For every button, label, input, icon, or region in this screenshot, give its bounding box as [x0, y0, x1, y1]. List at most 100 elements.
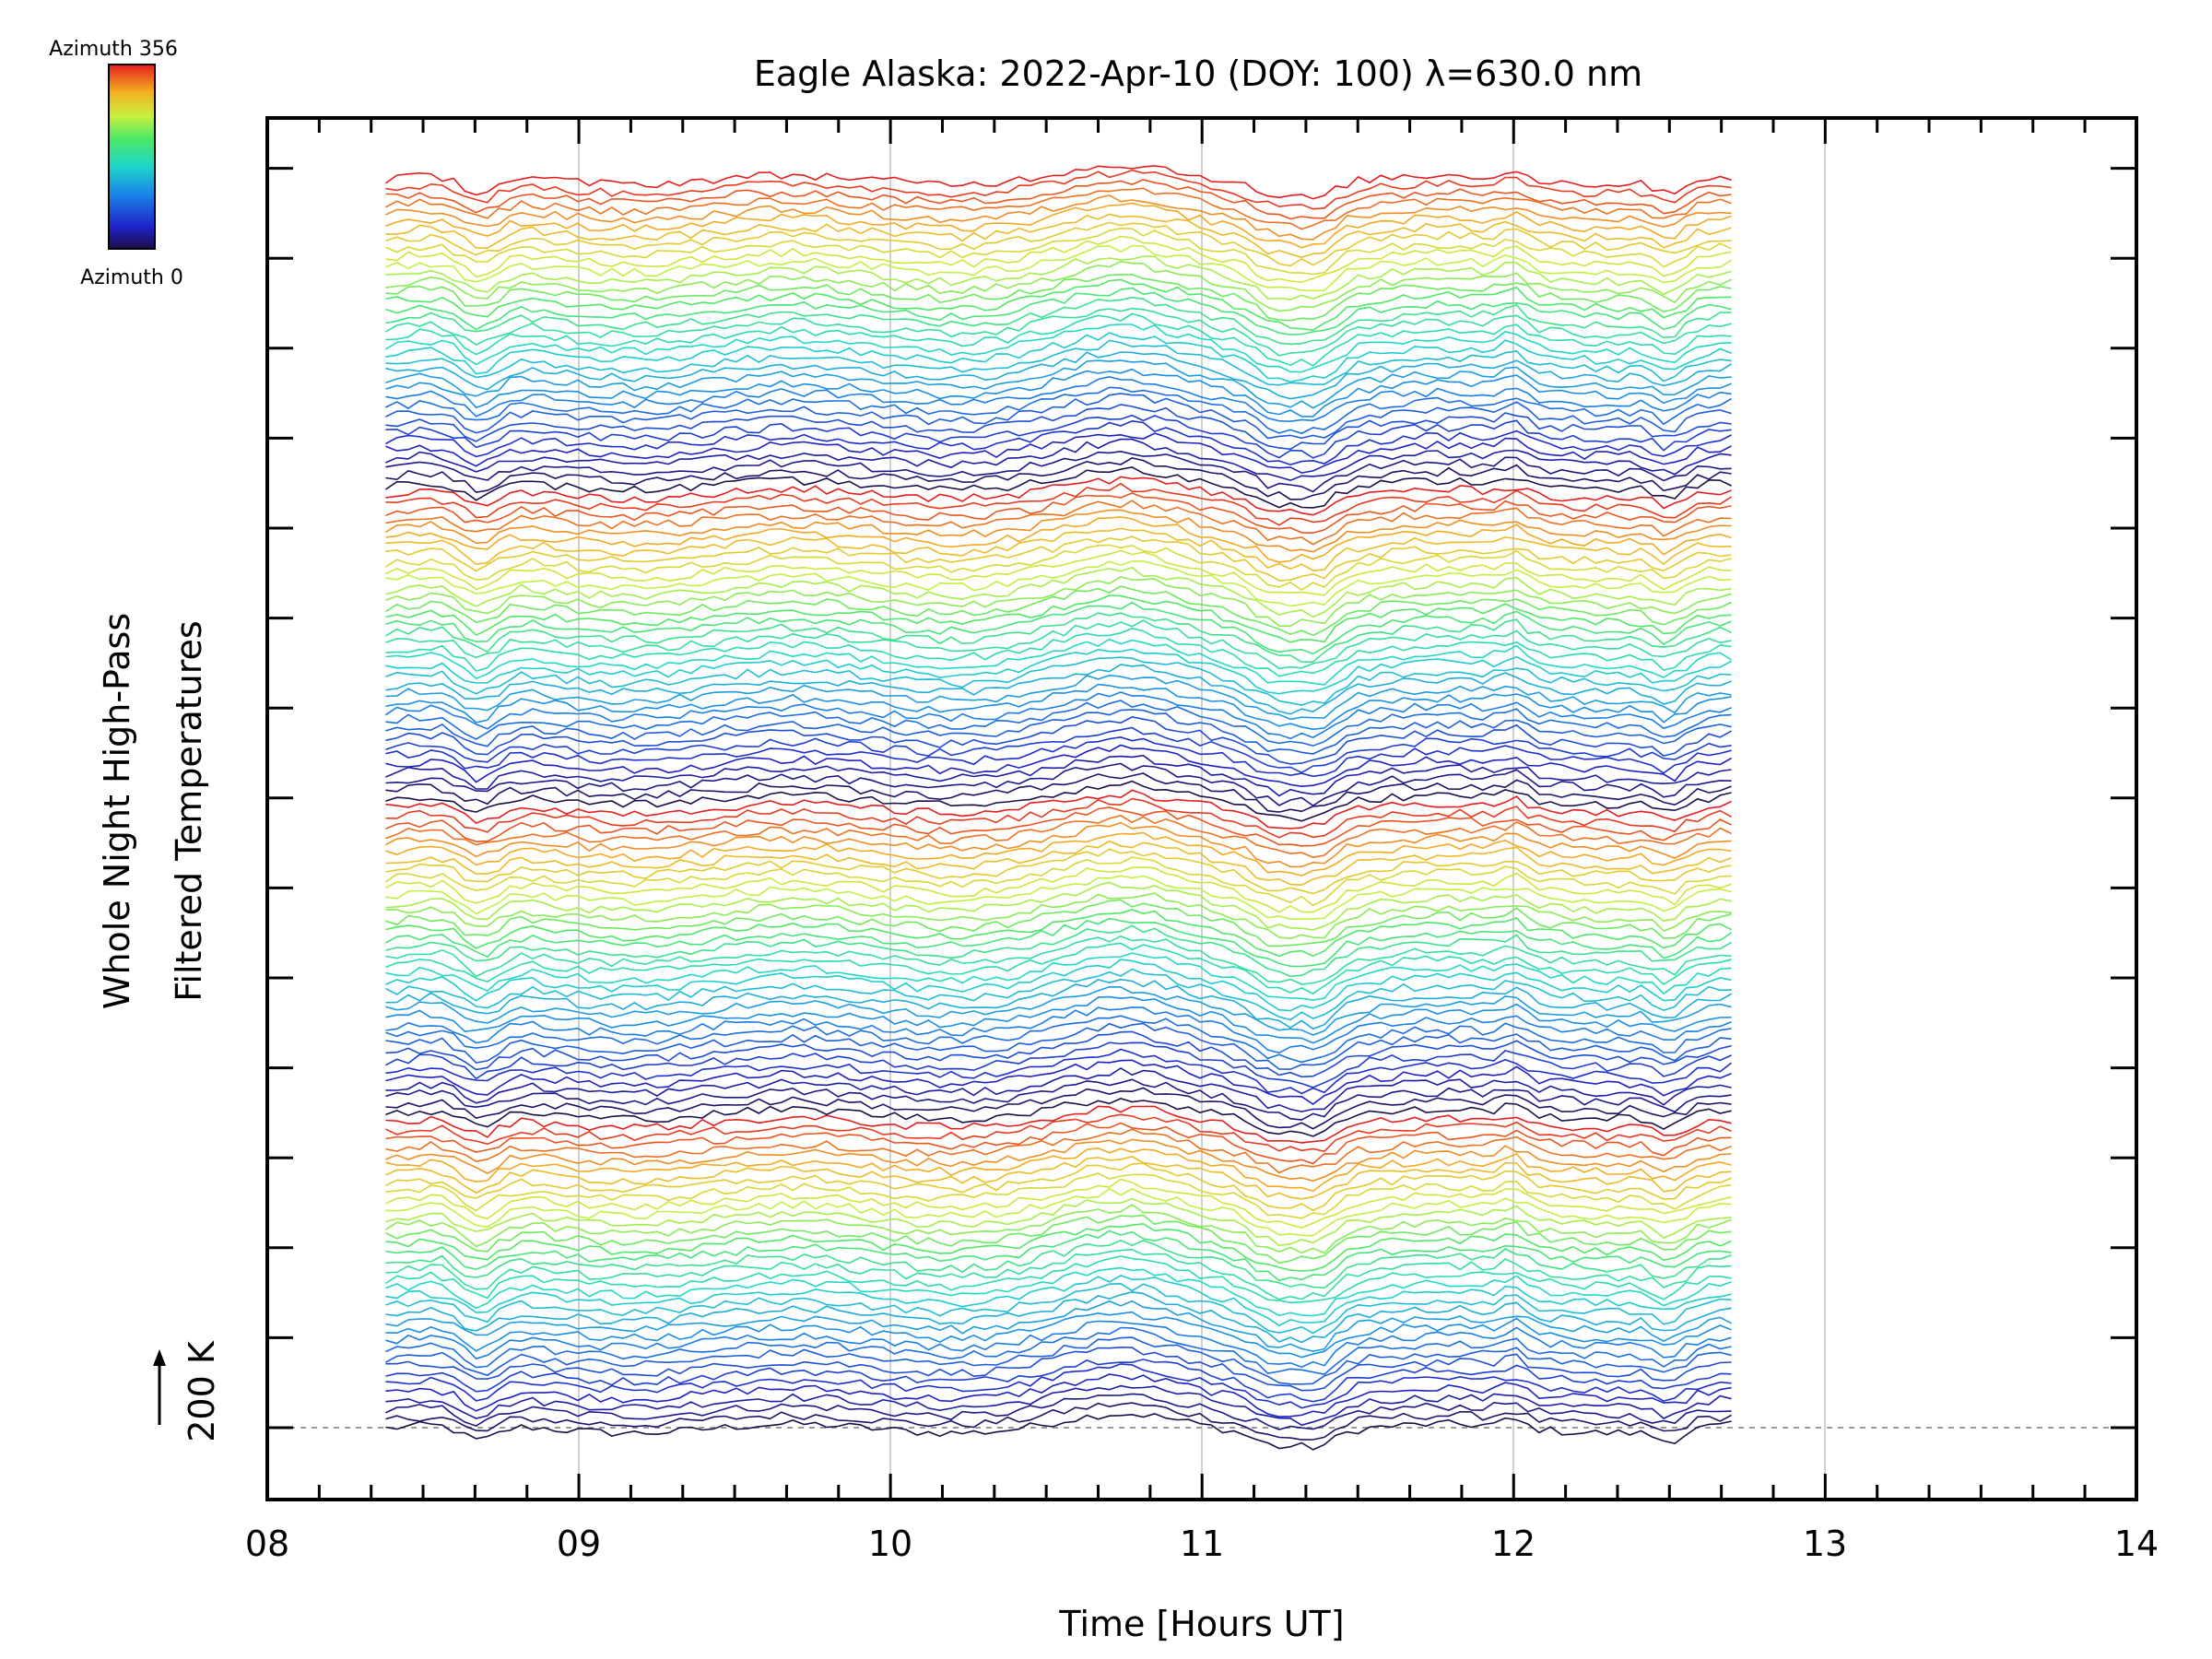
series-line	[385, 549, 1732, 596]
series-line	[385, 339, 1732, 386]
series-line	[385, 202, 1732, 249]
series-line	[385, 899, 1732, 947]
series-line	[385, 1346, 1732, 1392]
series-line	[385, 619, 1732, 670]
series-line	[385, 482, 1733, 526]
series-line	[385, 375, 1732, 423]
series-line	[385, 450, 1732, 493]
colorbar-bar	[108, 64, 156, 250]
colorbar-top-label: Azimuth 356	[49, 38, 178, 61]
scale-marker: 200 K	[153, 1340, 222, 1442]
series-line	[385, 287, 1732, 335]
series-line	[385, 815, 1732, 859]
series-line	[385, 627, 1732, 677]
series-line	[385, 296, 1732, 346]
series-line	[385, 1359, 1732, 1403]
series-line	[385, 1197, 1732, 1247]
series-line	[385, 664, 1732, 715]
series-line	[385, 516, 1732, 563]
series-line	[385, 1412, 1732, 1451]
series-line	[385, 255, 1732, 300]
series-line	[385, 169, 1732, 210]
series-line	[385, 235, 1732, 283]
series-line	[385, 1178, 1732, 1229]
series-line	[385, 1320, 1732, 1369]
series-line	[384, 691, 1732, 740]
series-line	[385, 797, 1732, 839]
series-line	[385, 840, 1732, 887]
series-line	[385, 683, 1732, 731]
series-line	[385, 312, 1732, 367]
x-tick-label: 13	[1803, 1524, 1847, 1564]
series-line	[384, 465, 1732, 509]
series-line	[385, 1222, 1732, 1272]
series-line	[385, 1048, 1733, 1095]
series-line	[385, 1059, 1732, 1105]
series-line	[385, 762, 1732, 807]
series-line	[385, 1275, 1732, 1327]
series-line	[384, 544, 1732, 592]
series-line	[385, 1282, 1732, 1335]
series-line	[385, 789, 1732, 830]
series-line	[385, 638, 1733, 686]
x-tick-label: 14	[2114, 1524, 2159, 1564]
series-line	[385, 978, 1733, 1030]
series-line	[385, 1147, 1732, 1193]
series-line	[385, 995, 1732, 1044]
series-line	[385, 527, 1732, 571]
series-line	[385, 1078, 1732, 1121]
series-group	[384, 165, 1733, 1451]
series-line	[385, 909, 1732, 958]
series-line	[385, 1122, 1732, 1165]
series-line	[385, 1015, 1732, 1064]
series-line	[385, 848, 1732, 895]
series-line	[385, 985, 1732, 1036]
series-line	[385, 476, 1732, 516]
series-line	[385, 1105, 1732, 1144]
series-line	[385, 1187, 1732, 1237]
series-line	[385, 1162, 1732, 1212]
series-line	[385, 735, 1732, 778]
series-line	[385, 875, 1732, 921]
series-line	[385, 744, 1732, 788]
series-line	[385, 432, 1732, 474]
series-line	[385, 772, 1732, 813]
series-line	[385, 1006, 1732, 1054]
series-line	[385, 726, 1732, 774]
series-line	[385, 754, 1732, 797]
series-line	[385, 1022, 1732, 1070]
x-tick-label: 11	[1180, 1524, 1224, 1564]
series-line	[385, 924, 1732, 978]
series-line	[384, 585, 1732, 637]
series-line	[385, 716, 1732, 765]
series-line	[385, 700, 1732, 747]
series-line	[384, 509, 1732, 553]
series-line	[385, 709, 1732, 755]
x-tick-label: 08	[245, 1524, 289, 1564]
series-line	[384, 1204, 1732, 1254]
series-line	[385, 892, 1732, 940]
series-line	[385, 1030, 1732, 1078]
series-line	[385, 1172, 1732, 1219]
series-line	[385, 1393, 1732, 1430]
series-line	[385, 414, 1732, 459]
series-line	[385, 1239, 1732, 1289]
series-line	[385, 674, 1732, 721]
series-line	[385, 351, 1733, 400]
series-line	[385, 179, 1732, 220]
series-line	[384, 324, 1732, 373]
series-line	[385, 492, 1732, 535]
series-line	[385, 959, 1732, 1012]
scale-marker-label: 200 K	[182, 1340, 222, 1442]
series-line	[385, 1138, 1732, 1182]
series-line	[385, 438, 1732, 482]
series-line	[385, 821, 1732, 868]
series-line	[385, 187, 1732, 230]
series-line	[385, 831, 1732, 877]
series-line	[385, 866, 1732, 913]
series-line	[385, 1336, 1732, 1385]
series-line	[385, 260, 1732, 312]
series-line	[385, 806, 1732, 847]
series-line	[385, 1290, 1732, 1344]
colorbar-bottom-label: Azimuth 0	[80, 266, 183, 289]
